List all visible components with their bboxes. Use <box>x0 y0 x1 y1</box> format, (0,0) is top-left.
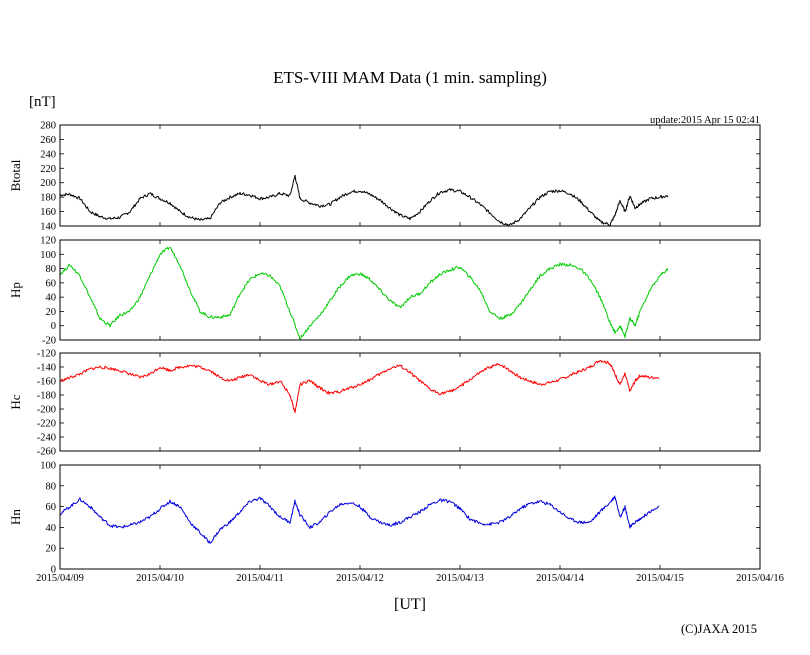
x-tick-label: 2015/04/16 <box>736 573 784 584</box>
x-axis-label: [UT] <box>394 596 426 613</box>
series-line-hn <box>59 495 660 544</box>
y-tick-label: 260 <box>40 135 56 146</box>
x-tick-label: 2015/04/10 <box>136 573 184 584</box>
y-axis-label: Hp <box>8 282 23 298</box>
x-tick-label: 2015/04/15 <box>636 573 684 584</box>
panel-frame <box>59 352 761 452</box>
y-axis-label: Hn <box>8 509 23 525</box>
y-tick-label: -140 <box>37 363 56 374</box>
panel-hc: -260 -240 -220 -200 -180 -160 -140 -120 Hc <box>8 349 761 458</box>
y-tick-label: 0 <box>51 321 56 332</box>
panel-frame <box>59 464 761 570</box>
x-tick-label: 2015/04/14 <box>536 573 585 584</box>
y-axis-label: Btotal <box>8 159 23 191</box>
unit-label: [nT] <box>29 94 56 110</box>
y-tick-label: 60 <box>46 278 57 289</box>
y-tick-label: 40 <box>46 293 57 304</box>
y-tick-label: 180 <box>40 193 56 204</box>
y-tick-label: -220 <box>37 419 56 430</box>
panel-hn: 0 20 40 60 80 100 Hn <box>8 461 761 576</box>
series-line-hp <box>59 247 669 341</box>
y-tick-label: 140 <box>40 222 56 233</box>
y-tick-label: 80 <box>46 264 57 275</box>
y-tick-label: 160 <box>40 207 56 218</box>
y-tick-label: -160 <box>37 377 56 388</box>
series-line-btotal <box>59 174 669 227</box>
x-tick-label: 2015/04/12 <box>336 573 384 584</box>
y-tick-label: 0 <box>51 565 56 576</box>
y-tick-label: -200 <box>37 405 56 416</box>
y-tick-label: -240 <box>37 433 56 444</box>
panel-btotal: 140 160 180 200 220 240 260 280 Btotal <box>8 121 761 233</box>
y-tick-label: 200 <box>40 178 56 189</box>
y-tick-label: 280 <box>40 121 56 132</box>
y-tick-label: 40 <box>46 523 57 534</box>
panel-frame <box>59 239 761 341</box>
x-tick-label: 2015/04/11 <box>236 573 283 584</box>
x-tick-label: 2015/04/13 <box>436 573 484 584</box>
x-tick-label: 2015/04/09 <box>36 573 84 584</box>
y-axis-label: Hc <box>8 394 23 409</box>
chart-title: ETS-VIII MAM Data (1 min. sampling) <box>273 68 547 87</box>
credit-label: (C)JAXA 2015 <box>681 622 757 636</box>
update-label: update:2015 Apr 15 02:41 <box>650 115 760 126</box>
y-tick-label: -20 <box>42 336 56 347</box>
y-tick-label: 220 <box>40 164 56 175</box>
y-tick-label: 80 <box>46 481 57 492</box>
y-tick-label: -260 <box>37 447 56 458</box>
y-tick-label: 100 <box>40 250 56 261</box>
y-tick-label: 60 <box>46 502 57 513</box>
y-tick-label: -180 <box>37 391 56 402</box>
panel-frame <box>59 124 761 227</box>
y-tick-label: 100 <box>40 461 56 472</box>
x-axis: 2015/04/09 2015/04/10 2015/04/11 2015/04/12… <box>36 573 784 584</box>
panels-group: 140160180200220240260280Btotal-200204060… <box>8 121 761 576</box>
y-tick-label: 20 <box>46 307 57 318</box>
panel-hp: -20 0 20 40 60 80 100 120 Hp <box>8 236 761 347</box>
y-tick-label: 20 <box>46 544 57 555</box>
y-tick-label: 240 <box>40 149 56 160</box>
y-tick-label: -120 <box>37 349 56 360</box>
y-tick-label: 120 <box>40 236 56 247</box>
series-line-hc <box>59 359 660 413</box>
